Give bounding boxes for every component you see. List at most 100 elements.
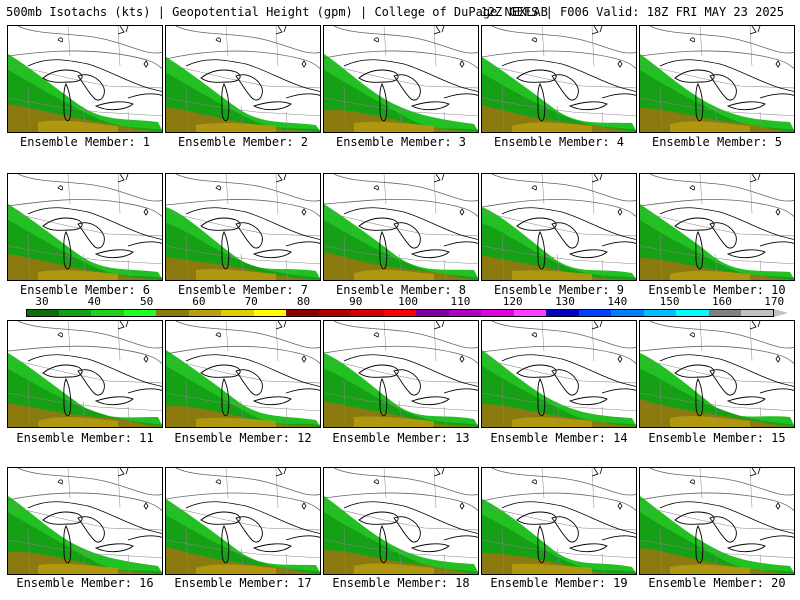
isotach-map-image — [324, 468, 478, 574]
colorbar-tick-label: 60 — [192, 295, 206, 308]
colorbar-swatch — [188, 309, 222, 317]
isotach-map-image — [324, 321, 478, 427]
isotach-map-image — [482, 26, 636, 132]
colorbar-swatch — [416, 309, 450, 317]
colorbar-swatch — [123, 309, 157, 317]
colorbar-right-arrow — [774, 309, 788, 317]
ensemble-member-map — [639, 173, 795, 281]
chart-header: 500mb Isotachs (kts) | Geopotential Heig… — [4, 4, 796, 20]
colorbar-swatch — [383, 309, 417, 317]
ensemble-member-label: Ensemble Member: 11 — [16, 431, 154, 445]
isotach-map-image — [640, 321, 794, 427]
colorbar-swatch — [611, 309, 645, 317]
isotach-map-image — [8, 26, 162, 132]
colorbar-swatch — [58, 309, 92, 317]
colorbar-swatch — [578, 309, 612, 317]
isotach-map-image — [482, 174, 636, 280]
isotach-map-image — [324, 26, 478, 132]
ensemble-member-label: Ensemble Member: 7 — [177, 283, 309, 297]
header-valid-time: 12Z GEFS | F006 Valid: 18Z FRI MAY 23 20… — [480, 5, 784, 19]
colorbar-tick-label: 150 — [659, 295, 680, 308]
ensemble-member-label: Ensemble Member: 15 — [648, 431, 786, 445]
isotach-map-image — [8, 468, 162, 574]
ensemble-member-map — [481, 173, 637, 281]
colorbar-tick-label: 80 — [296, 295, 311, 308]
colorbar-swatch — [286, 309, 320, 317]
ensemble-member-map — [165, 320, 321, 428]
ensemble-member-label: Ensemble Member: 17 — [174, 576, 312, 590]
ensemble-member-label: Ensemble Member: 14 — [490, 431, 628, 445]
ensemble-member-label: Ensemble Member: 16 — [16, 576, 154, 590]
colorbar-tick-label: 100 — [398, 295, 419, 308]
ensemble-member-label: Ensemble Member: 10 — [648, 283, 786, 297]
isotach-map-image — [8, 174, 162, 280]
colorbar-tick-label: 120 — [502, 295, 523, 308]
colorbar-tick-label: 30 — [35, 295, 49, 308]
ensemble-member-label: Ensemble Member: 2 — [177, 135, 309, 149]
colorbar-tick-label: 140 — [607, 295, 628, 308]
colorbar-swatch — [708, 309, 742, 317]
isotach-map-image — [324, 174, 478, 280]
colorbar-swatch — [221, 309, 255, 317]
colorbar-tick-label: 70 — [244, 295, 258, 308]
isotach-colorbar: 30 40 50 60 70 80 90 100 110 120 130 140 150 160 170 — [10, 296, 790, 320]
ensemble-member-map — [639, 25, 795, 133]
ensemble-member-label: Ensemble Member: 18 — [332, 576, 470, 590]
colorbar-swatch — [156, 309, 190, 317]
ensemble-member-map — [481, 320, 637, 428]
ensemble-member-label: Ensemble Member: 19 — [490, 576, 628, 590]
colorbar-tick-label: 90 — [349, 295, 363, 308]
ensemble-member-label: Ensemble Member: 5 — [651, 135, 783, 149]
isotach-map-image — [482, 321, 636, 427]
isotach-map-image — [640, 174, 794, 280]
ensemble-member-label: Ensemble Member: 4 — [493, 135, 625, 149]
ensemble-member-map — [165, 467, 321, 575]
isotach-map-image — [482, 468, 636, 574]
ensemble-member-label: Ensemble Member: 6 — [19, 283, 151, 297]
colorbar-swatch — [643, 309, 677, 317]
header-title: 500mb Isotachs (kts) | Geopotential Heig… — [6, 5, 548, 19]
colorbar-swatch — [546, 309, 580, 317]
ensemble-member-map — [323, 25, 479, 133]
colorbar-swatch — [253, 309, 287, 317]
ensemble-member-label: Ensemble Member: 9 — [493, 283, 625, 297]
ensemble-member-map — [7, 25, 163, 133]
ensemble-member-map — [323, 320, 479, 428]
colorbar-swatch — [91, 309, 125, 317]
colorbar-swatch — [448, 309, 482, 317]
colorbar-tick-label: 50 — [139, 295, 154, 308]
ensemble-member-label: Ensemble Member: 3 — [335, 135, 467, 149]
ensemble-member-label: Ensemble Member: 8 — [335, 283, 467, 297]
isotach-map-image — [640, 26, 794, 132]
ensemble-member-map — [639, 320, 795, 428]
colorbar-frame — [26, 309, 774, 317]
ensemble-member-map — [165, 25, 321, 133]
ensemble-member-label: Ensemble Member: 13 — [332, 431, 470, 445]
colorbar-swatch — [318, 309, 352, 317]
ensemble-member-map — [7, 467, 163, 575]
ensemble-member-map — [7, 173, 163, 281]
ensemble-member-map — [323, 173, 479, 281]
colorbar-tick-label: 110 — [450, 295, 471, 308]
colorbar-tick-label: 130 — [555, 295, 575, 308]
colorbar-swatch — [741, 309, 775, 317]
isotach-map-image — [166, 174, 320, 280]
ensemble-member-map — [323, 467, 479, 575]
isotach-map-image — [166, 468, 320, 574]
ensemble-member-label: Ensemble Member: 20 — [648, 576, 786, 590]
colorbar-swatch — [676, 309, 710, 317]
colorbar-swatch — [351, 309, 385, 317]
isotach-map-image — [640, 468, 794, 574]
ensemble-member-map — [165, 173, 321, 281]
colorbar-swatch — [481, 309, 515, 317]
ensemble-member-map — [639, 467, 795, 575]
isotach-map-image — [166, 26, 320, 132]
ensemble-member-label: Ensemble Member: 12 — [174, 431, 312, 445]
ensemble-member-map — [481, 467, 637, 575]
ensemble-member-map — [7, 320, 163, 428]
colorbar-tick-label: 40 — [87, 295, 101, 308]
ensemble-member-map — [481, 25, 637, 133]
isotach-map-image — [8, 321, 162, 427]
colorbar-swatch — [513, 309, 547, 317]
